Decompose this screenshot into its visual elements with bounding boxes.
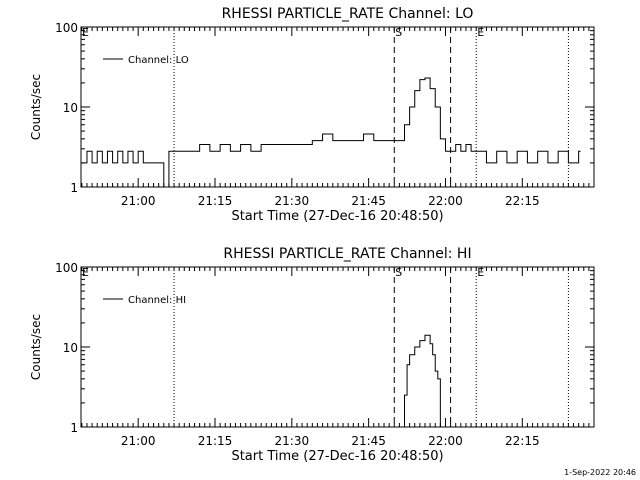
legend-label: Channel: LO	[128, 55, 189, 66]
event-marker-label: S	[395, 26, 402, 39]
panel-lo: RHESSI PARTICLE_RATE Channel: LOE S EChann…	[29, 6, 595, 224]
footer-date: 1-Sep-2022 20:46	[564, 468, 636, 477]
y-axis-label: Counts/sec	[29, 314, 43, 380]
y-axis-label: Counts/sec	[29, 74, 43, 140]
x-axis-label: Start Time (27-Dec-16 20:48:50)	[231, 209, 443, 224]
series-line	[81, 77, 581, 187]
event-marker-label: E	[477, 266, 484, 279]
chart-title: RHESSI PARTICLE_RATE Channel: HI	[223, 246, 471, 262]
x-tick-label: 21:30	[275, 434, 310, 448]
y-tick-label: 1	[70, 421, 78, 435]
x-axis-label: Start Time (27-Dec-16 20:48:50)	[231, 449, 443, 464]
x-tick-label: 21:00	[121, 194, 156, 208]
legend-label: Channel: HI	[128, 295, 186, 306]
x-tick-label: 21:15	[198, 194, 233, 208]
x-tick-label: 22:15	[505, 194, 540, 208]
plot-frame	[80, 266, 595, 428]
event-marker-label: E	[477, 26, 484, 39]
x-tick-label: 21:15	[198, 434, 233, 448]
y-tick-label: 10	[63, 101, 78, 115]
x-tick-label: 21:45	[351, 434, 386, 448]
event-marker-label: S	[395, 266, 402, 279]
panel-hi: RHESSI PARTICLE_RATE Channel: HI E S E Chann…	[29, 246, 595, 464]
series-line	[401, 334, 443, 427]
x-tick-label: 22:00	[428, 194, 463, 208]
chart-title: RHESSI PARTICLE_RATE Channel: LO	[222, 6, 474, 22]
y-tick-label: 100	[55, 261, 78, 275]
event-marker-label: E	[82, 26, 89, 39]
x-tick-label: 22:15	[505, 434, 540, 448]
x-tick-label: 21:00	[121, 434, 156, 448]
x-tick-label: 21:30	[275, 194, 310, 208]
x-tick-label: 22:00	[428, 434, 463, 448]
y-tick-label: 100	[55, 21, 78, 35]
y-tick-label: 10	[63, 341, 78, 355]
y-tick-label: 1	[70, 181, 78, 195]
x-tick-label: 21:45	[351, 194, 386, 208]
event-marker-label: E	[82, 266, 89, 279]
